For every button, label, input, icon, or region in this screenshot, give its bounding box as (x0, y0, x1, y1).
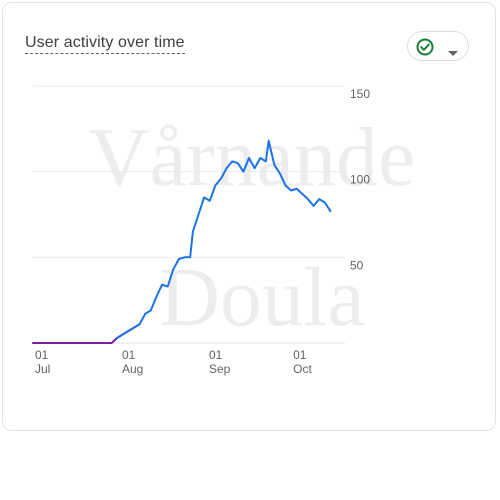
check-circle-icon (416, 38, 434, 61)
x-tick-month: Oct (293, 362, 312, 376)
x-tick-day: 01 (35, 348, 49, 362)
x-tick-month: Aug (122, 362, 143, 376)
watermark: Vårnande Doula (89, 111, 415, 344)
x-tick-month: Jul (35, 362, 50, 376)
x-tick-day: 01 (209, 348, 223, 362)
x-tick-day: 01 (293, 348, 307, 362)
y-axis-ticks: 50 100 150 (350, 87, 370, 272)
watermark-line-2: Doula (159, 251, 364, 344)
caret-down-icon (448, 44, 458, 62)
chart-title[interactable]: User activity over time (25, 35, 185, 54)
y-tick-label-50: 50 (350, 258, 364, 272)
series-line-2 (116, 139, 332, 339)
x-tick-day: 01 (122, 348, 136, 362)
user-activity-card (2, 2, 496, 431)
series-lines (32, 139, 332, 344)
status-dropdown-button[interactable] (407, 31, 469, 61)
x-tick-month: Sep (209, 362, 231, 376)
y-tick-label-100: 100 (350, 173, 370, 187)
watermark-line-1: Vårnande (89, 111, 415, 204)
y-tick-label-150: 150 (350, 87, 370, 101)
